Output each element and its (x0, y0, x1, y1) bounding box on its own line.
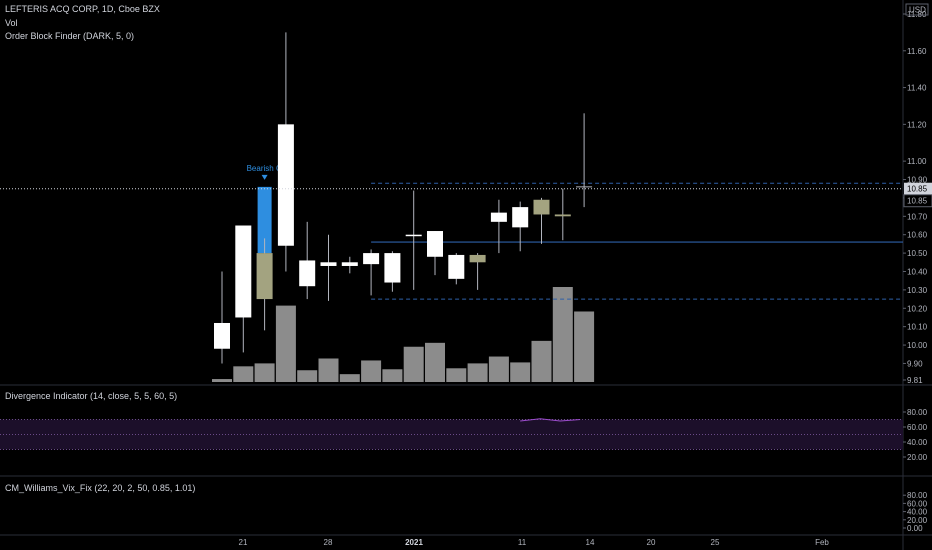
time-tick-label: Feb (815, 538, 829, 547)
price-tick-label: 10.50 (907, 249, 928, 258)
candle-body (256, 253, 273, 300)
volume-legend[interactable]: Vol (5, 18, 18, 28)
volume-bar (361, 360, 382, 382)
volume-bar (212, 379, 232, 382)
volume-bar (403, 346, 424, 382)
candle-body (277, 124, 294, 246)
candle-body (448, 254, 465, 279)
volume-bar (510, 362, 531, 382)
price-tick-label: 10.20 (907, 304, 928, 313)
candle-body (405, 234, 422, 237)
vix-tick-label: 80.00 (907, 491, 928, 500)
vix-tick-label: 40.00 (907, 508, 928, 517)
volume-bar (425, 342, 445, 382)
volume-bar (339, 374, 360, 382)
volume-bar (318, 358, 339, 382)
price-tick-label: 10.90 (907, 176, 928, 185)
candle-body (469, 254, 486, 263)
volume-bar (382, 369, 403, 382)
divergence-tick-label: 80.00 (907, 408, 928, 417)
divergence-legend[interactable]: Divergence Indicator (14, close, 5, 5, 6… (5, 391, 178, 401)
divergence-tick-label: 60.00 (907, 423, 928, 432)
vix-tick-label: 0.00 (907, 524, 923, 533)
time-tick-label: 28 (324, 538, 333, 547)
price-tick-label: 10.10 (907, 323, 928, 332)
time-tick-label: 25 (711, 538, 720, 547)
secondary-price-label: 10.85 (907, 197, 928, 206)
price-tick-label: 11.40 (907, 84, 927, 93)
volume-bar (488, 356, 509, 382)
price-tick-label: 11.20 (907, 120, 927, 129)
candle-body (384, 253, 401, 283)
currency-badge (905, 3, 929, 16)
volume-bar (254, 363, 275, 382)
vix-tick-label: 20.00 (907, 516, 928, 525)
last-price-label: 10.85 (907, 185, 928, 194)
candle-body (320, 262, 337, 266)
vix-tick-label: 60.00 (907, 499, 928, 508)
candle-body (512, 207, 529, 228)
candle-body (427, 231, 443, 257)
candle-body (490, 212, 507, 222)
price-tick-label: 9.90 (907, 359, 923, 368)
price-tick-label: 10.70 (907, 212, 928, 221)
vix-legend[interactable]: CM_Williams_Vix_Fix (22, 20, 2, 50, 0.85… (5, 483, 196, 493)
candle-body (533, 199, 550, 215)
indicator-legend[interactable]: Order Block Finder (DARK, 5, 0) (5, 31, 135, 41)
candle-body (214, 322, 230, 349)
price-tick-label: 10.30 (907, 286, 928, 295)
last-price-badge (904, 182, 932, 195)
time-tick-label: 20 (647, 538, 656, 547)
price-tick-label: 11.00 (907, 157, 927, 166)
price-tick-label: 11.60 (907, 47, 927, 56)
time-tick-label: 21 (239, 538, 248, 547)
order-block-marker (261, 174, 268, 180)
price-tick-label: 10.60 (907, 231, 928, 240)
volume-bar (531, 340, 552, 382)
volume-bar (275, 305, 296, 382)
volume-bar (574, 311, 595, 382)
price-tick-label: 9.81 (907, 376, 923, 385)
symbol-legend[interactable]: LEFTERIS ACQ CORP, 1D, Cboe BZX (5, 4, 160, 14)
volume-bar (233, 366, 254, 382)
time-tick-label: 11 (518, 538, 527, 547)
candle-body (299, 260, 316, 287)
price-tick-label: 10.00 (907, 341, 928, 350)
candle-body (554, 214, 571, 217)
volume-bar (446, 368, 467, 382)
price-tick-label: 10.40 (907, 267, 928, 276)
volume-bar (552, 287, 573, 382)
divergence-tick-label: 40.00 (907, 438, 928, 447)
secondary-price-badge (903, 194, 932, 208)
divergence-line (520, 418, 581, 422)
order-block-label: Bearish OB (247, 164, 288, 173)
candle-body (363, 253, 380, 265)
volume-bar (467, 363, 488, 382)
candle-body (341, 262, 358, 266)
time-tick-label: 2021 (405, 538, 423, 547)
divergence-tick-label: 20.00 (907, 453, 928, 462)
order-block-bar (257, 186, 272, 254)
volume-bar (297, 370, 318, 382)
currency-badge-label: USD (909, 6, 926, 15)
candle-body (235, 225, 252, 318)
time-tick-label: 14 (586, 538, 595, 547)
